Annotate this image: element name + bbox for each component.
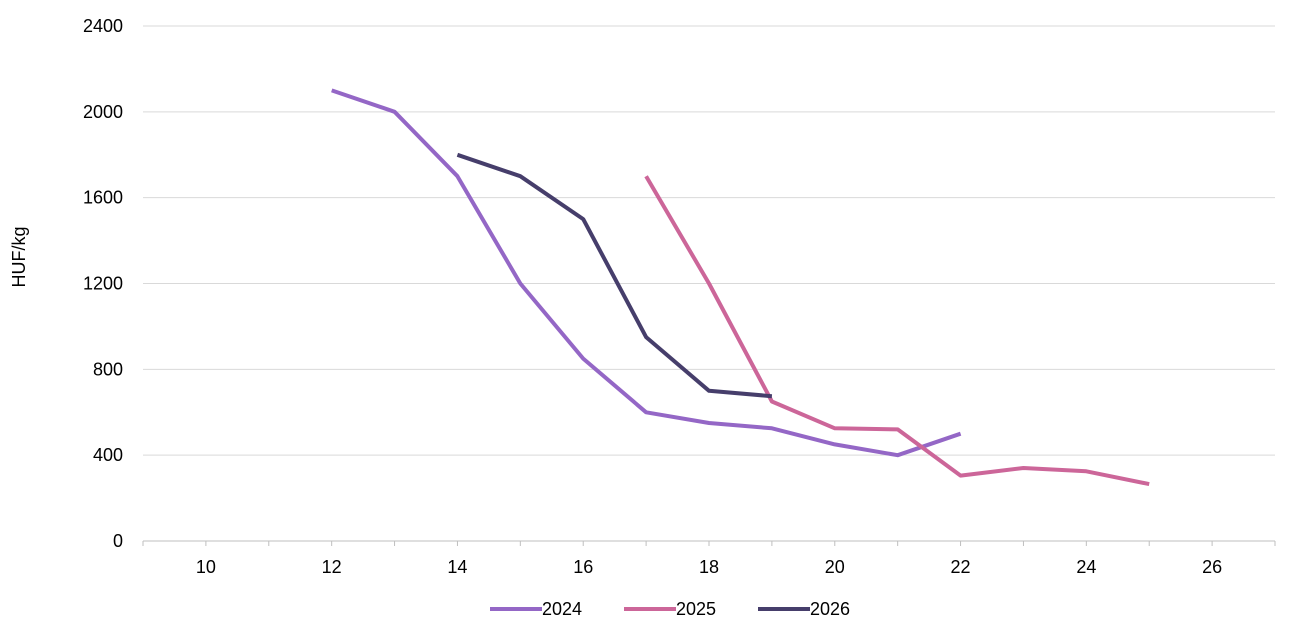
y-tick-label: 2000 — [83, 102, 123, 122]
legend-label-2024: 2024 — [542, 599, 582, 619]
y-axis-title: HUF/kg — [9, 226, 29, 287]
series-line-2024 — [331, 88, 962, 458]
legend-label-2026: 2026 — [810, 599, 850, 619]
y-tick-label: 1200 — [83, 274, 123, 294]
x-tick-label: 16 — [573, 557, 593, 577]
x-tick-label: 20 — [825, 557, 845, 577]
x-tick-label: 14 — [447, 557, 467, 577]
x-tick-label: 24 — [1076, 557, 1096, 577]
series-line-2025 — [644, 175, 1150, 487]
y-tick-label: 1600 — [83, 188, 123, 208]
x-tick-label: 18 — [699, 557, 719, 577]
y-tick-label: 2400 — [83, 16, 123, 36]
y-tick-label: 400 — [93, 445, 123, 465]
x-tick-label: 22 — [951, 557, 971, 577]
x-axis: 10 12 14 16 18 20 22 24 26 — [142, 540, 1276, 577]
series-lines — [331, 88, 1150, 487]
y-tick-label: 0 — [113, 531, 123, 551]
series-line-2026 — [456, 152, 773, 399]
legend-label-2025: 2025 — [676, 599, 716, 619]
x-tick-label: 12 — [322, 557, 342, 577]
legend: 2024 2025 2026 — [490, 599, 850, 619]
x-tick-label: 10 — [196, 557, 216, 577]
y-axis: 0 400 800 1200 1600 2000 2400 — [83, 16, 123, 551]
x-tick-label: 26 — [1202, 557, 1222, 577]
y-tick-label: 800 — [93, 359, 123, 379]
